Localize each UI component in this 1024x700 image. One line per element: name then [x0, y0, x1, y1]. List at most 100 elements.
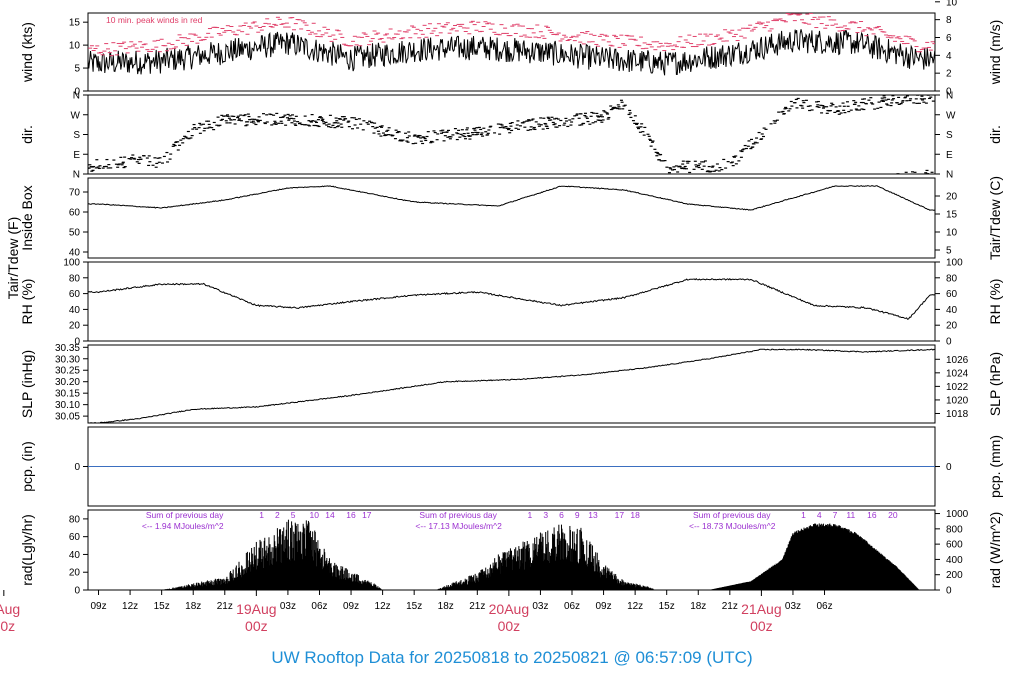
- pressure-right-tick-label: 1024: [946, 368, 969, 379]
- time-tick-label: 21z: [722, 601, 738, 612]
- humidity-data: [88, 277, 935, 320]
- radiation-note-title: Sum of previous day: [146, 510, 224, 520]
- wind-right-tick-label: 2: [946, 69, 952, 80]
- time-tick-label: 12z: [627, 601, 643, 612]
- humidity-left-tick-label: 20: [69, 321, 81, 332]
- humidity-right-tick-label: 60: [946, 289, 958, 300]
- radiation-hour-marker: 11: [846, 510, 855, 520]
- humidity-right-tick-label: 100: [946, 258, 963, 269]
- precipitation-left-tick-label: 0: [74, 462, 80, 473]
- radiation-hour-marker: 1: [528, 510, 533, 520]
- radiation-hour-marker: 14: [325, 510, 335, 520]
- radiation-hour-marker: 5: [291, 510, 296, 520]
- pressure-frame: [87, 344, 936, 424]
- radiation-note-title: Sum of previous day: [693, 510, 771, 520]
- radiation-hour-marker: 17: [362, 510, 372, 520]
- time-tick-label: 18z: [690, 601, 706, 612]
- time-tick-label: 21z: [217, 601, 233, 612]
- time-axis: 09z 12z 15z 18z 21z 03z 06z 09z 12z 15z 18z 21z 03z 0…: [0, 590, 833, 634]
- time-tick-label: 03z: [785, 601, 801, 612]
- pressure-data: [88, 348, 935, 423]
- time-tick-label: 09z: [596, 601, 612, 612]
- wind-right-tick-label: 0: [946, 87, 952, 98]
- pressure-right-tick-label: 1026: [946, 355, 969, 366]
- temperature-ylabel-right: Tair/Tdew (C): [987, 176, 1003, 260]
- radiation-right-tick-label: 800: [946, 524, 963, 535]
- wind-data: [88, 13, 935, 76]
- wind-left-tick-label: 5: [74, 64, 80, 75]
- direction-right-tick-label: N: [946, 91, 953, 102]
- precipitation-ylabel-right: pcp. (mm): [987, 435, 1003, 498]
- radiation-right-tick-label: 200: [946, 570, 963, 581]
- humidity-left-tick-label: 0: [74, 337, 80, 348]
- time-tick-label: 15z: [154, 601, 170, 612]
- precipitation-ylabel-left: pcp. (in): [19, 441, 35, 492]
- temperature-left-tick-label: 40: [69, 248, 81, 259]
- day-time-label: 00z: [245, 618, 268, 634]
- time-tick-label: 15z: [406, 601, 422, 612]
- direction-ylabel-right: dir.: [987, 125, 1003, 144]
- day-date-label: 8Aug: [0, 601, 20, 617]
- humidity-left-tick-label: 80: [69, 273, 81, 284]
- direction-left-tick-label: N: [73, 91, 80, 102]
- wind-annotation: 10 min. peak winds in red: [106, 15, 203, 25]
- radiation-hour-marker: 3: [543, 510, 548, 520]
- wind-right-tick-label: 4: [946, 51, 952, 62]
- day-date-label: 21Aug: [741, 601, 781, 617]
- panel-precipitation: 0 0 pcp. (in) pcp. (mm): [19, 426, 1003, 507]
- radiation-left-tick-label: 40: [69, 550, 81, 561]
- time-tick-label: 12z: [122, 601, 138, 612]
- radiation-hour-marker: 16: [346, 510, 356, 520]
- humidity-left-tick-label: 100: [63, 258, 80, 269]
- time-tick-label: 21z: [469, 601, 485, 612]
- direction-left-tick-label: W: [71, 110, 81, 121]
- temperature-left-tick-label: 70: [69, 188, 81, 199]
- humidity-right-tick-label: 0: [946, 337, 952, 348]
- temperature-left-tick-label: 60: [69, 208, 81, 219]
- radiation-hour-marker: 7: [833, 510, 838, 520]
- precipitation-right-tick-label: 0: [946, 462, 952, 473]
- direction-right-tick-label: S: [946, 130, 953, 141]
- wind-left-tick-label: 15: [69, 18, 81, 29]
- radiation-hour-marker: 1: [259, 510, 264, 520]
- wind-ylabel-left: wind (kts): [19, 22, 35, 83]
- radiation-note-total: <-- 1.94 MJoules/m^2: [142, 521, 224, 531]
- wind-right-tick-label: 6: [946, 33, 952, 44]
- time-tick-label: 06z: [816, 601, 832, 612]
- direction-left-tick-label: E: [73, 150, 80, 161]
- radiation-right-tick-label: 0: [946, 586, 952, 597]
- time-tick-label: 03z: [532, 601, 548, 612]
- pressure-left-tick-label: 30.35: [55, 343, 80, 354]
- time-tick-label: 03z: [280, 601, 296, 612]
- wind-right-tick-label: 10: [946, 0, 958, 8]
- wind-speed-line: [88, 29, 935, 76]
- direction-ylabel-left: dir.: [19, 125, 35, 144]
- humidity-right-tick-label: 20: [946, 321, 958, 332]
- radiation-hour-marker: 4: [817, 510, 822, 520]
- time-tick-label: 06z: [564, 601, 580, 612]
- day-date-label: 20Aug: [489, 601, 529, 617]
- radiation-left-tick-label: 80: [69, 514, 81, 525]
- radiation-hour-marker: 17: [615, 510, 625, 520]
- radiation-hour-marker: 16: [867, 510, 877, 520]
- radiation-left-tick-label: 20: [69, 568, 81, 579]
- humidity-ylabel-left: RH (%): [19, 279, 35, 325]
- pressure-ylabel-right: SLP (hPa): [987, 352, 1003, 416]
- radiation-ylabel-right: rad (W/m^2): [987, 512, 1003, 589]
- direction-right-tick-label: N: [946, 170, 953, 181]
- direction-data: [88, 95, 935, 174]
- temperature-right-tick-label: 20: [946, 192, 958, 203]
- humidity-right-tick-label: 80: [946, 273, 958, 284]
- panel-temperature: 40 50 60 70 5 10 15 20 Tair/Tdew (F)Inside Box Ta…: [5, 176, 1003, 299]
- radiation-hour-marker: 10: [309, 510, 319, 520]
- time-tick-label: 12z: [375, 601, 391, 612]
- radiation-hour-marker: 6: [559, 510, 564, 520]
- day-time-label: 00z: [0, 618, 15, 634]
- time-tick-label: 09z: [90, 601, 106, 612]
- pressure-left-tick-label: 30.25: [55, 366, 80, 377]
- pressure-left-tick-label: 30.15: [55, 389, 80, 400]
- pressure-right-tick-label: 1022: [946, 382, 969, 393]
